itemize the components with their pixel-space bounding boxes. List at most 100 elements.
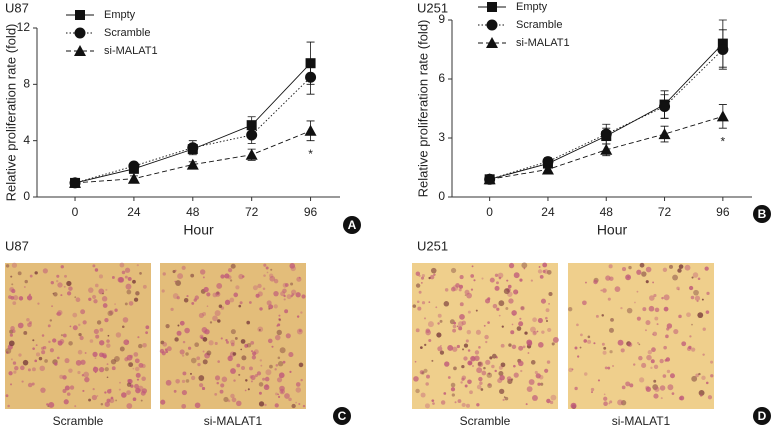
- cell: [276, 377, 283, 383]
- cell: [500, 343, 505, 348]
- cell: [82, 389, 85, 393]
- cell: [239, 301, 243, 305]
- cell: [177, 273, 184, 280]
- cell: [10, 275, 13, 278]
- cell: [241, 366, 246, 371]
- cell: [295, 401, 297, 404]
- cell: [11, 289, 16, 294]
- cell: [93, 299, 98, 304]
- cell: [8, 340, 15, 347]
- cell: [443, 392, 447, 395]
- cell: [427, 321, 434, 328]
- micrograph: [160, 263, 306, 409]
- cell: [278, 318, 282, 322]
- cell: [281, 391, 284, 394]
- cell: [412, 304, 417, 308]
- cell: [568, 367, 573, 373]
- cell: [75, 359, 82, 366]
- cell: [546, 398, 551, 404]
- cell: [534, 370, 538, 375]
- y-tick-label: 8: [23, 77, 30, 91]
- cell: [224, 273, 230, 279]
- cell: [296, 315, 300, 318]
- cell: [600, 289, 603, 292]
- cell: [229, 297, 235, 303]
- cell: [20, 365, 25, 371]
- cell: [609, 276, 614, 281]
- cell: [66, 392, 71, 396]
- cell: [138, 343, 143, 349]
- cell: [653, 293, 657, 298]
- cell: [428, 338, 432, 343]
- cell: [181, 389, 188, 396]
- cell: [538, 342, 544, 348]
- cell: [645, 320, 651, 326]
- cell: [549, 400, 554, 405]
- cell: [177, 324, 180, 327]
- cell: [181, 265, 186, 270]
- cell: [634, 301, 636, 304]
- cell: [88, 297, 92, 301]
- cell: [460, 381, 463, 384]
- cell: [279, 385, 285, 392]
- cell: [69, 325, 72, 328]
- cell: [89, 339, 94, 343]
- cell: [541, 330, 545, 334]
- cell: [74, 405, 77, 408]
- cell: [234, 336, 238, 340]
- cell: [481, 370, 487, 376]
- cell: [190, 357, 197, 364]
- cell: [455, 283, 460, 288]
- cell: [262, 377, 266, 381]
- cell: [638, 355, 643, 361]
- cell: [289, 370, 292, 373]
- marker: [246, 120, 257, 131]
- cell: [161, 351, 166, 356]
- cell: [75, 297, 81, 303]
- cell: [415, 388, 420, 394]
- cell: [673, 328, 679, 335]
- cell: [464, 384, 468, 388]
- cell: [278, 372, 285, 379]
- cell: [54, 362, 58, 366]
- marker: [541, 163, 554, 175]
- cell: [546, 360, 551, 364]
- cell: [274, 368, 277, 371]
- cell: [603, 393, 606, 396]
- cell: [214, 341, 218, 346]
- cell: [518, 360, 524, 367]
- cell: [127, 276, 132, 281]
- cell: [498, 300, 505, 307]
- cell: [28, 293, 31, 296]
- cell: [13, 370, 17, 374]
- panel-title: U251: [417, 238, 448, 253]
- cell: [208, 340, 214, 346]
- cell: [570, 402, 577, 409]
- cell: [585, 281, 587, 284]
- cell: [423, 317, 427, 320]
- cell: [470, 355, 476, 362]
- cell: [665, 334, 669, 339]
- cell: [525, 403, 528, 406]
- cell: [247, 388, 250, 391]
- y-tick-label: 3: [438, 130, 445, 144]
- cell: [56, 311, 62, 317]
- cell: [587, 339, 592, 344]
- cell: [463, 356, 468, 361]
- cell: [505, 306, 509, 310]
- x-tick-label: 72: [658, 205, 672, 219]
- cell: [508, 298, 514, 304]
- cell: [662, 267, 668, 272]
- cell: [145, 325, 150, 330]
- cell: [642, 307, 647, 312]
- cell: [650, 366, 653, 370]
- cell: [499, 388, 505, 395]
- cell: [23, 286, 26, 288]
- cell: [654, 316, 659, 321]
- cell: [126, 289, 132, 295]
- cell: [461, 402, 466, 408]
- cell: [255, 293, 260, 298]
- x-axis-label: Hour: [597, 222, 628, 238]
- cell: [688, 345, 692, 350]
- cell: [250, 375, 256, 381]
